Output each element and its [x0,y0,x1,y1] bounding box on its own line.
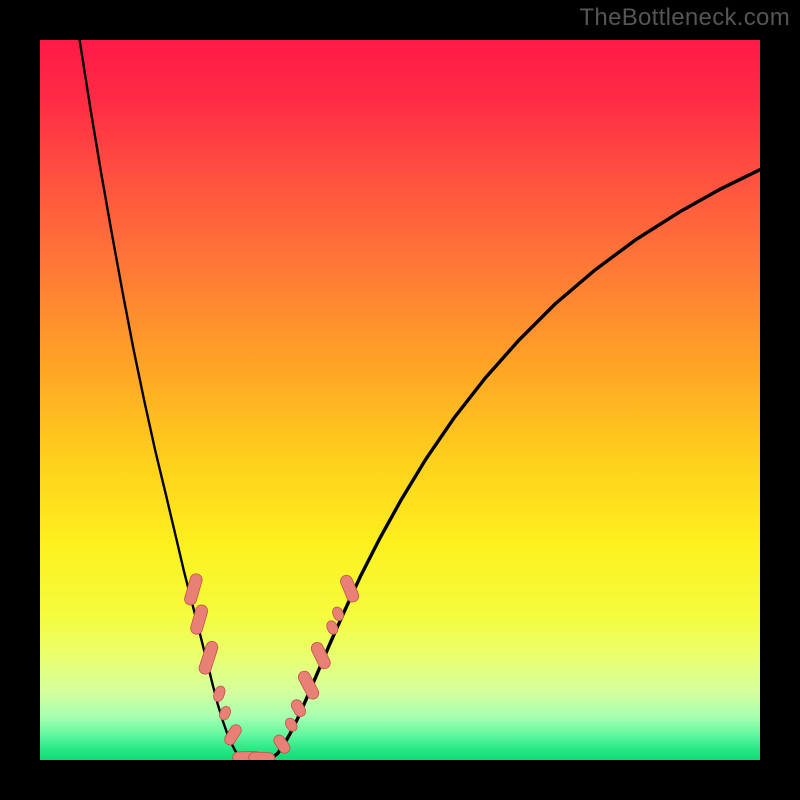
marker-capsule [249,752,275,760]
watermark-text: TheBottleneck.com [579,4,790,32]
chart-container: TheBottleneck.com [0,0,800,800]
gradient-background [40,40,760,760]
plot-area [40,40,760,760]
bottleneck-curve-chart [40,40,760,760]
